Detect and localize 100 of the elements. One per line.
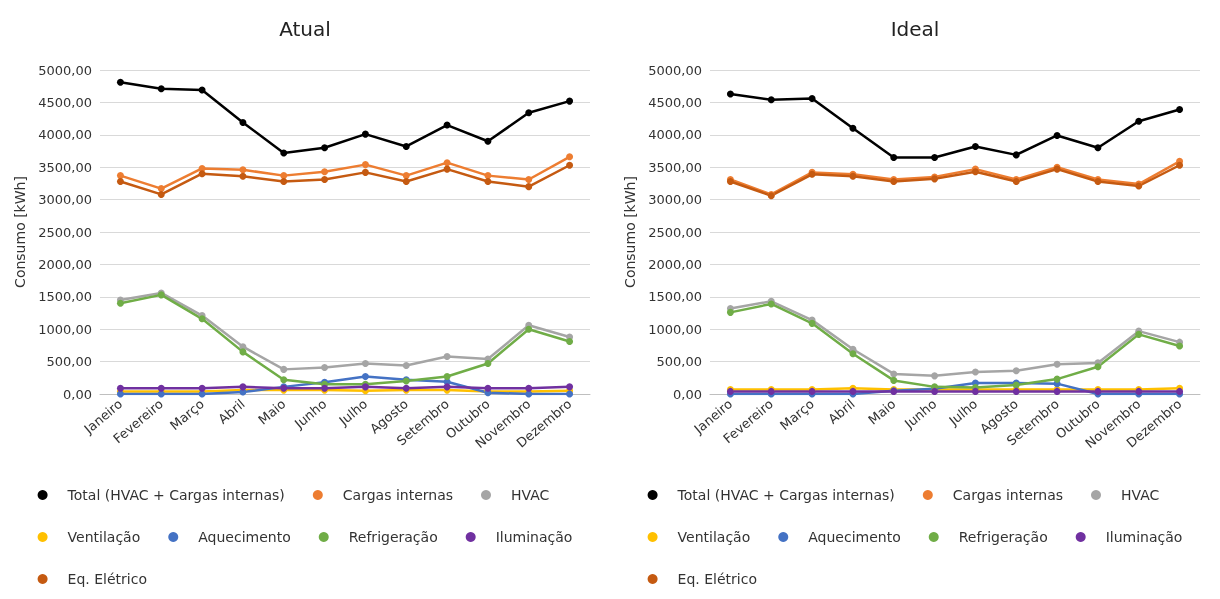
point [321, 168, 329, 176]
point [767, 96, 775, 104]
y-tick-label: 3500,00 [648, 159, 702, 175]
point [484, 177, 492, 185]
point [849, 350, 857, 358]
point [361, 360, 369, 368]
legend-label: Cargas internas [952, 487, 1064, 503]
point [116, 177, 124, 185]
point [280, 177, 288, 185]
legend-label: HVAC [511, 487, 550, 503]
y-tick-label: 2500,00 [38, 224, 92, 240]
point [890, 370, 898, 378]
y-tick-label: 1500,00 [648, 289, 702, 305]
y-tick-label: 0,00 [673, 386, 702, 402]
y-tick-label: 0,00 [63, 386, 92, 402]
point [1012, 367, 1020, 375]
point [971, 368, 979, 376]
point [443, 373, 451, 380]
point [116, 172, 124, 180]
point [931, 153, 939, 161]
point [525, 325, 533, 333]
y-tick-label: 1000,00 [648, 321, 702, 337]
y-tick-label: 4000,00 [648, 127, 702, 143]
point [484, 137, 492, 145]
chart-title: Ideal [890, 17, 940, 41]
point [443, 159, 451, 167]
point [566, 97, 574, 105]
point [566, 338, 574, 346]
point [280, 376, 288, 384]
point [484, 360, 492, 368]
y-tick-label: 2000,00 [38, 256, 92, 272]
legend-label: HVAC [1121, 487, 1160, 503]
point [931, 372, 939, 380]
y-tick-label: 2500,00 [648, 224, 702, 240]
y-axis-title: Consumo [kWh] [12, 176, 29, 288]
y-tick-label: 5000,00 [38, 62, 92, 78]
point [239, 172, 247, 180]
point [1012, 151, 1020, 159]
point [726, 90, 734, 98]
y-tick-label: 3000,00 [648, 192, 702, 208]
y-tick-label: 4500,00 [38, 94, 92, 110]
legend-label: Refrigeração [958, 529, 1048, 545]
point [280, 149, 288, 157]
point [1053, 131, 1061, 139]
point [1094, 144, 1102, 152]
chart-title: Atual [279, 17, 331, 41]
legend-label: Total (HVAC + Cargas internas) [676, 487, 895, 503]
legend-label: Eq. Elétrico [67, 571, 147, 587]
legend-label: Iluminação [1105, 529, 1183, 545]
y-tick-label: 500,00 [656, 354, 702, 370]
point [971, 142, 979, 150]
legend-label: Cargas internas [342, 487, 454, 503]
point [443, 352, 451, 360]
y-tick-label: 2000,00 [648, 256, 702, 272]
point [402, 361, 410, 369]
legend-label: Total (HVAC + Cargas internas) [66, 487, 285, 503]
point [361, 168, 369, 176]
point [726, 308, 734, 316]
legend-label: Ventilação [67, 529, 141, 545]
y-tick-label: 500,00 [46, 354, 92, 370]
point [361, 161, 369, 169]
point [1053, 360, 1061, 368]
point [566, 153, 574, 161]
point [808, 95, 816, 103]
y-tick-label: 1000,00 [38, 321, 92, 337]
point [1094, 363, 1102, 371]
point [361, 130, 369, 138]
point [525, 176, 533, 184]
y-axis-title: Consumo [kWh] [622, 176, 639, 288]
y-tick-label: 3000,00 [38, 192, 92, 208]
legend-label: Ventilação [677, 529, 751, 545]
point [321, 144, 329, 152]
point [402, 177, 410, 185]
y-tick-label: 1500,00 [38, 289, 92, 305]
point [890, 153, 898, 161]
point [157, 190, 165, 198]
legend-label: Aquecimento [198, 529, 291, 545]
point [443, 165, 451, 173]
point [157, 185, 165, 193]
point [890, 376, 898, 384]
point [321, 176, 329, 184]
point [239, 166, 247, 174]
point [239, 118, 247, 126]
point [361, 373, 369, 380]
point [280, 365, 288, 373]
point [1176, 161, 1184, 169]
point [1135, 117, 1143, 125]
point [239, 348, 247, 356]
point [566, 161, 574, 169]
point [525, 183, 533, 191]
y-tick-label: 4500,00 [648, 94, 702, 110]
y-tick-label: 3500,00 [38, 159, 92, 175]
point [321, 363, 329, 371]
point [849, 124, 857, 132]
point [198, 170, 206, 178]
point [116, 78, 124, 86]
legend-label: Refrigeração [348, 529, 438, 545]
legend-label: Aquecimento [808, 529, 901, 545]
point [1176, 106, 1184, 114]
point [525, 109, 533, 117]
